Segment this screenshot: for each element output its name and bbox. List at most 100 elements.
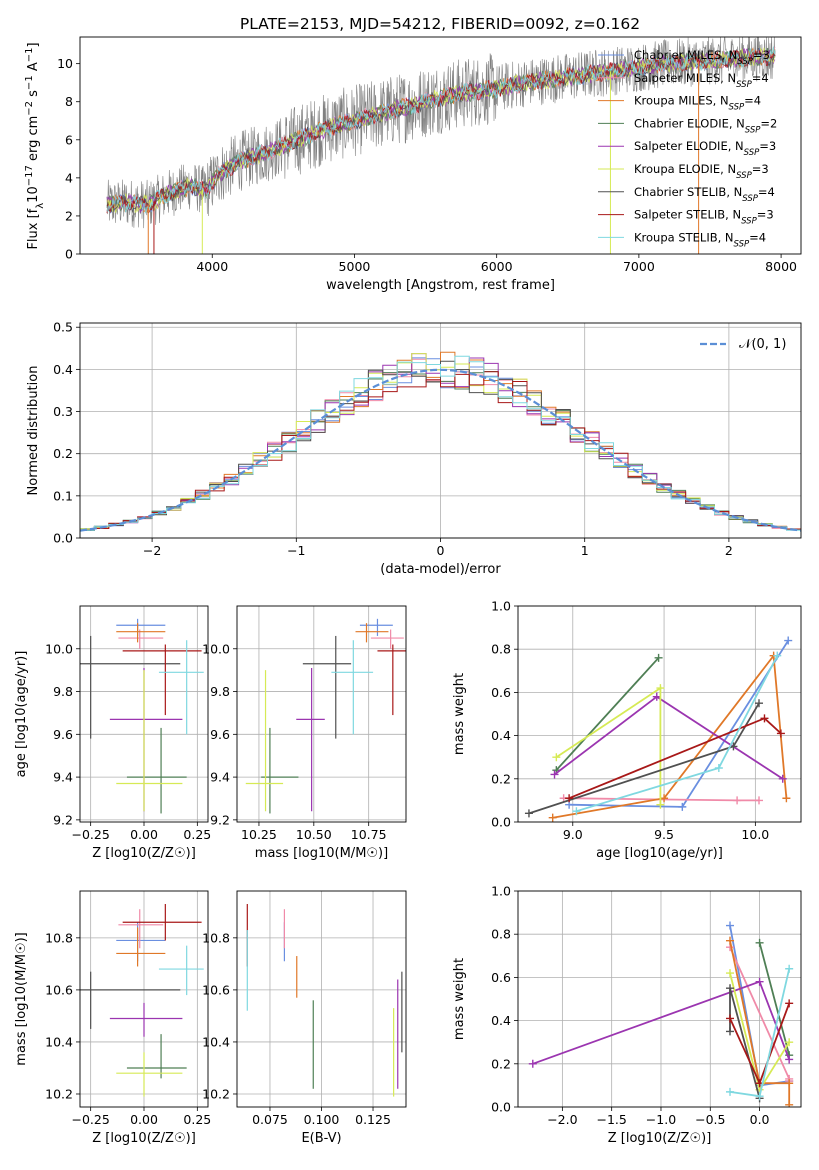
weight-marker	[755, 977, 764, 986]
y-tick-label: 0.4	[491, 1013, 511, 1028]
y-tick-label: 10.2	[45, 1086, 73, 1101]
plot-area	[80, 351, 801, 538]
y-label-part: λ	[35, 203, 46, 209]
y-tick-label: 0.2	[491, 771, 511, 786]
y-tick-label: 8	[65, 94, 73, 109]
panel-mass-vs-ebv: 0.075 0.100 0.125 10.2 10.4 10.6 10.8 E(B-V)	[202, 890, 407, 1146]
x-tick-label: 7000	[623, 259, 655, 274]
histogram-salpeter-stelib	[80, 371, 801, 538]
panel-age-vs-Z: −0.25 0.00 0.25 9.2 9.4 9.6 9.8 10.0 Z [log10(Z/…	[14, 605, 211, 861]
y-tick-label: 0.3	[53, 404, 73, 419]
grid	[237, 606, 406, 822]
x-tick-label: 9.0	[563, 827, 583, 842]
legend-subscript: SSP	[736, 80, 752, 90]
legend-subscript: SSP	[742, 194, 758, 204]
weight-marker	[656, 800, 665, 809]
x-tick-label: 0.25	[183, 827, 211, 842]
y-label-part: −1	[24, 48, 35, 63]
weight-marker	[660, 794, 669, 803]
weight-marker	[785, 1038, 794, 1047]
weight-marker	[548, 813, 557, 822]
weight-marker	[733, 796, 742, 805]
x-tick-label: 6000	[481, 259, 513, 274]
x-tick-label: 0.100	[304, 1112, 340, 1127]
weight-marker	[782, 794, 791, 803]
plot-area	[524, 636, 793, 822]
plot-area	[246, 904, 403, 1097]
weight-marker	[656, 684, 665, 693]
x-axis-label: E(B-V)	[301, 1131, 341, 1146]
x-tick-label: 10.75	[351, 827, 387, 842]
y-tick-label: 9.4	[53, 770, 73, 785]
y-axis-label: Normed distribution	[26, 366, 41, 496]
y-tick-label: 0.2	[491, 1056, 511, 1071]
axes-frame	[79, 890, 209, 1108]
x-tick-label: −2.0	[547, 1112, 577, 1127]
legend-text: Salpeter STELIB, N	[634, 208, 741, 222]
legend-text: Chabrier ELODIE, N	[634, 116, 745, 130]
panel-mass-vs-Z: −0.25 0.00 0.25 10.2 10.4 10.6 10.8 Z [log10(Z/…	[14, 890, 211, 1146]
y-tick-label: 10.6	[45, 982, 73, 997]
legend-subscript: SSP	[744, 148, 760, 158]
legend-label: Chabrier ELODIE, NSSP=2	[634, 116, 777, 135]
weight-line-chabrier-elodie	[555, 657, 660, 771]
y-label-part: −2	[24, 101, 35, 116]
legend-text: =4	[744, 94, 761, 108]
legend-text: Kroupa ELODIE, N	[634, 162, 736, 176]
legend-text: Kroupa MILES, N	[634, 94, 729, 108]
grid	[237, 891, 406, 1107]
weight-marker	[755, 796, 764, 805]
x-tick-label: 0.25	[183, 1112, 211, 1127]
weight-marker	[726, 1027, 735, 1036]
weight-marker	[552, 753, 561, 762]
y-label-part: 10	[26, 186, 41, 203]
weight-marker	[524, 809, 533, 818]
y-tick-label: 9.2	[53, 812, 73, 827]
y-tick-label: 0.8	[491, 642, 511, 657]
plot-area	[106, 37, 776, 254]
legend-text: =4	[758, 185, 775, 199]
x-tick-label: 4000	[196, 259, 228, 274]
weight-marker	[785, 1100, 794, 1107]
plot-area	[528, 921, 794, 1107]
x-tick-label: 0.00	[130, 827, 158, 842]
y-tick-label: 10.0	[202, 641, 230, 656]
legend-text: Chabrier MILES, N	[634, 48, 737, 62]
y-tick-label: 0	[65, 247, 73, 262]
legend-label: Chabrier STELIB, NSSP=4	[634, 185, 775, 204]
y-tick-label: 10.0	[45, 641, 73, 656]
legend-label: Salpeter MILES, NSSP=4	[634, 71, 769, 90]
x-tick-label: −1.0	[646, 1112, 676, 1127]
weight-line-kroupa-miles	[552, 653, 788, 819]
weight-marker	[760, 714, 769, 723]
legend-label: Salpeter ELODIE, NSSP=3	[634, 139, 776, 158]
weight-marker	[785, 999, 794, 1008]
y-tick-label: 9.8	[210, 684, 230, 699]
y-tick-label: 10.4	[202, 1034, 230, 1049]
x-tick-label: −0.5	[695, 1112, 725, 1127]
x-tick-label: −0.25	[72, 1112, 110, 1127]
x-axis-label: Z [log10(Z/Z☉)]	[608, 1131, 712, 1146]
plot-area	[80, 618, 204, 814]
panel-weight-vs-Z: −2.0 −1.5 −1.0 −0.5 0.0 0.0 0.2 0.4 0.6 0.8 1.0 Z […	[452, 884, 802, 1146]
y-tick-label: 10	[57, 56, 73, 71]
weight-marker	[654, 653, 663, 662]
legend-label: Chabrier MILES, NSSP=3	[634, 48, 770, 67]
weight-marker	[550, 770, 559, 779]
weight-marker	[785, 1079, 794, 1088]
y-label-part: ]	[26, 42, 41, 47]
weight-marker	[714, 764, 723, 772]
weight-marker	[565, 794, 574, 803]
legend-subscript: SSP	[736, 171, 752, 181]
x-tick-label: 10.50	[296, 827, 332, 842]
y-label-part: A	[26, 62, 41, 75]
x-tick-label: 9.5	[654, 827, 674, 842]
figure-title: PLATE=2153, MJD=54212, FIBERID=0092, z=0…	[240, 15, 640, 33]
x-axis-label: wavelength [Angstrom, rest frame]	[326, 278, 555, 293]
y-tick-label: 10.8	[45, 930, 73, 945]
x-axis-label: age [log10(age/yr)]	[596, 846, 723, 861]
y-tick-label: 10.6	[202, 982, 230, 997]
x-tick-label: 8000	[765, 259, 797, 274]
plot-area	[80, 904, 204, 1097]
